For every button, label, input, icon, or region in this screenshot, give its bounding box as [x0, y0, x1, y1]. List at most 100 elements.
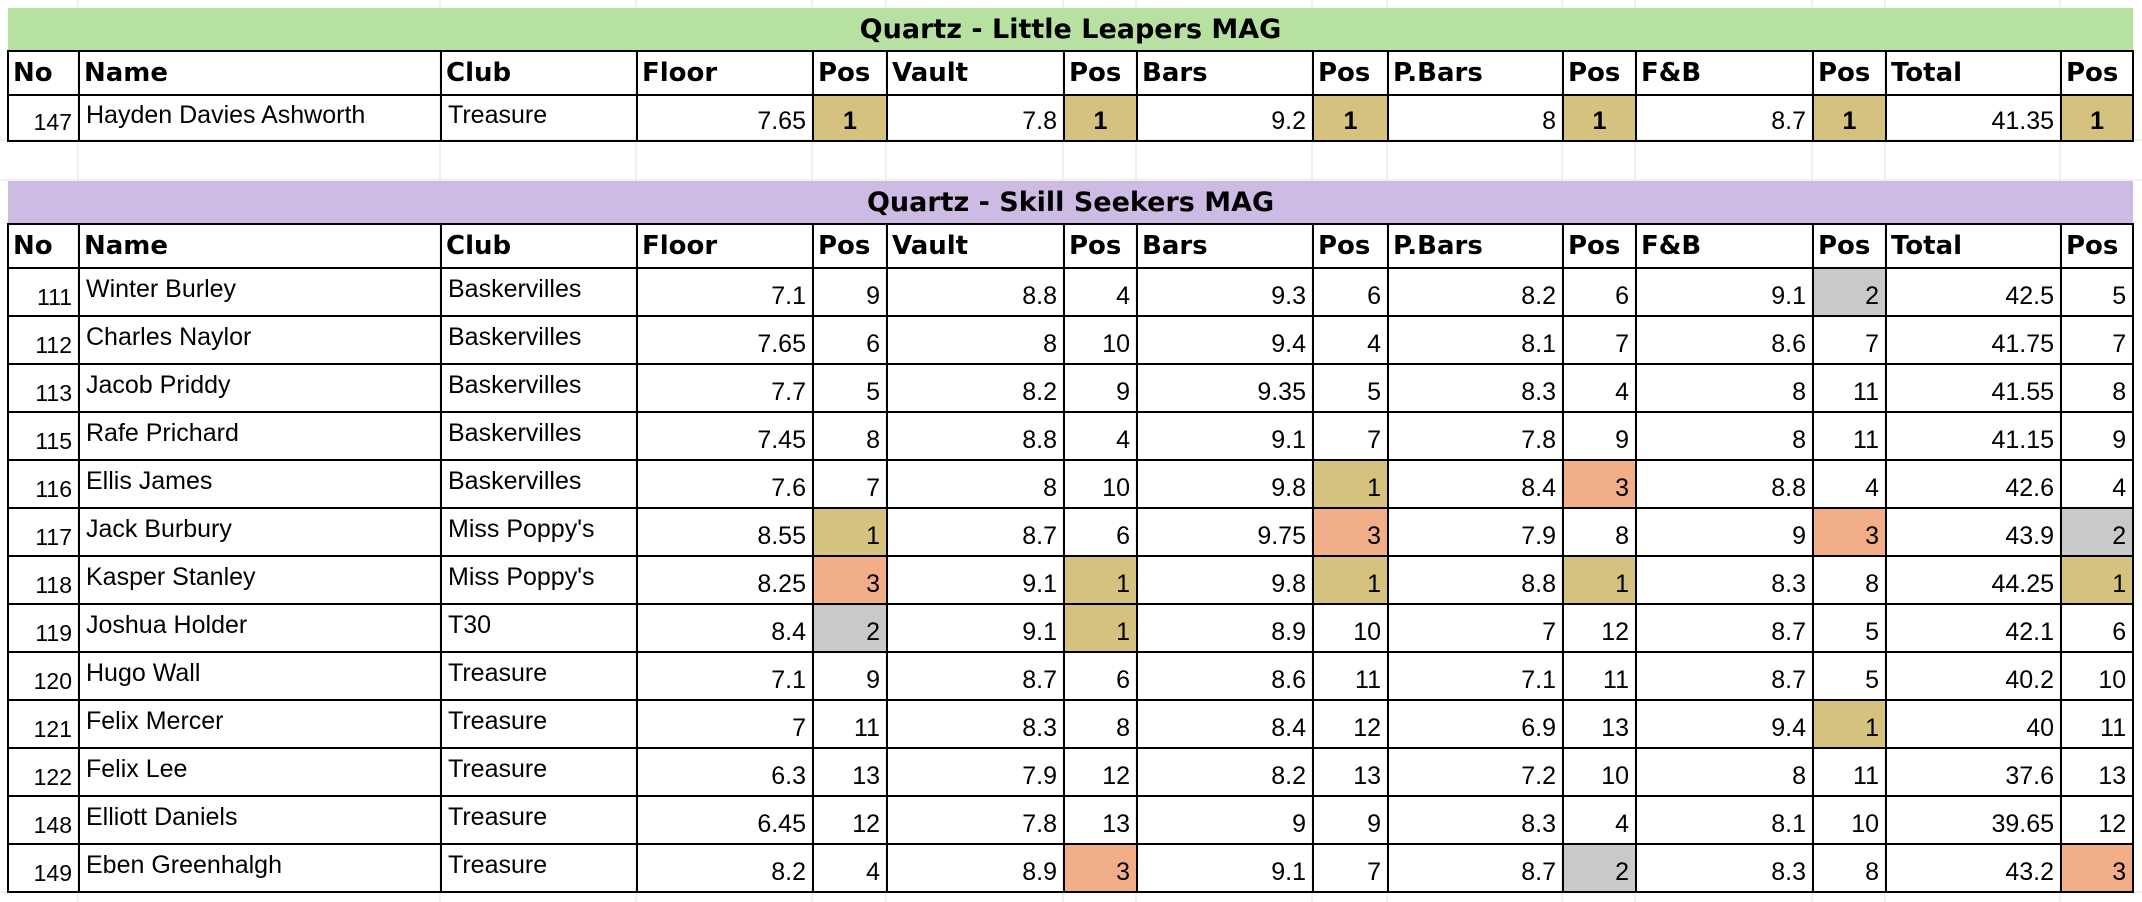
vault-pos-cell: 1	[1063, 555, 1138, 605]
bars-pos-cell: 7	[1312, 411, 1389, 461]
bars-score-cell: 9.1	[1136, 411, 1314, 461]
floor-score-cell: 7	[636, 699, 814, 749]
club-cell: Miss Poppy's	[440, 555, 638, 605]
total-pos-cell: 12	[2059, 795, 2135, 845]
table-row: 116 Ellis James Baskervilles 7.6 7 8 10 9.8 1 8.4…	[7, 459, 2135, 509]
vault-score-cell: 8.9	[886, 843, 1065, 893]
floor-pos-cell: 2	[812, 603, 888, 653]
fb-pos-cell: 10	[1812, 795, 1887, 845]
bars-score-cell: 9.8	[1136, 459, 1314, 509]
little-leapers-section-title: Quartz - Little Leapers MAG	[8, 8, 2134, 52]
skill-seekers-table: Quartz - Skill Seekers MAG No Name Club Floo…	[7, 181, 2135, 893]
club-cell: Treasure	[440, 651, 638, 701]
floor-score-cell: 7.6	[636, 459, 814, 509]
vault-pos-cell: 4	[1063, 267, 1138, 317]
total-score-cell: 43.2	[1885, 843, 2062, 893]
skill-seekers-title-row: Quartz - Skill Seekers MAG	[8, 181, 2134, 225]
column-header-floor-score: Floor	[636, 223, 814, 269]
bars-score-cell: 9.3	[1136, 267, 1314, 317]
table-row: 148 Elliott Daniels Treasure 6.45 12 7.8 13 9 9 8…	[7, 795, 2135, 845]
floor-pos-cell: 1	[812, 507, 888, 557]
fb-pos-cell: 7	[1812, 315, 1887, 365]
gymnast-name-cell: Felix Mercer	[78, 699, 442, 749]
total-score-cell: 39.65	[1885, 795, 2062, 845]
column-header-pbars-score: P.Bars	[1387, 223, 1564, 269]
floor-pos-cell: 9	[812, 651, 888, 701]
gymnast-name-cell: Elliott Daniels	[78, 795, 442, 845]
bars-pos-cell: 5	[1312, 363, 1389, 413]
total-pos-cell: 3	[2059, 843, 2135, 893]
club-cell: Treasure	[440, 94, 638, 142]
floor-score-cell: 6.45	[636, 795, 814, 845]
fb-pos-cell: 1	[1812, 699, 1887, 749]
club-cell: T30	[440, 603, 638, 653]
gymnast-name-cell: Ellis James	[78, 459, 442, 509]
total-pos-cell: 10	[2059, 651, 2135, 701]
floor-pos-cell: 6	[812, 315, 888, 365]
total-pos-cell: 6	[2059, 603, 2135, 653]
floor-score-cell: 8.25	[636, 555, 814, 605]
floor-score-cell: 7.45	[636, 411, 814, 461]
pbars-score-cell: 8	[1387, 94, 1564, 142]
column-header-gymnast-name: Name	[78, 223, 442, 269]
column-header-pbars-pos: Pos	[1562, 223, 1637, 269]
vault-pos-cell: 3	[1063, 843, 1138, 893]
fb-score-cell: 8.3	[1635, 555, 1814, 605]
entry-number-cell: 147	[7, 94, 80, 142]
total-score-cell: 43.9	[1885, 507, 2062, 557]
pbars-pos-cell: 4	[1562, 363, 1637, 413]
pbars-score-cell: 7.8	[1387, 411, 1564, 461]
gymnast-name-cell: Felix Lee	[78, 747, 442, 797]
vault-pos-cell: 6	[1063, 651, 1138, 701]
entry-number-cell: 122	[7, 747, 80, 797]
pbars-pos-cell: 9	[1562, 411, 1637, 461]
bars-score-cell: 8.9	[1136, 603, 1314, 653]
vault-pos-cell: 6	[1063, 507, 1138, 557]
fb-pos-cell: 5	[1812, 603, 1887, 653]
vault-pos-cell: 13	[1063, 795, 1138, 845]
gymnast-name-cell: Joshua Holder	[78, 603, 442, 653]
little-leapers-title-row: Quartz - Little Leapers MAG	[8, 8, 2134, 52]
vault-pos-cell: 8	[1063, 699, 1138, 749]
bars-pos-cell: 10	[1312, 603, 1389, 653]
fb-pos-cell: 3	[1812, 507, 1887, 557]
column-header-club: Club	[440, 223, 638, 269]
pbars-pos-cell: 12	[1562, 603, 1637, 653]
bars-pos-cell: 1	[1312, 94, 1389, 142]
column-header-fb-score: F&B	[1635, 223, 1814, 269]
total-pos-cell: 1	[2059, 555, 2135, 605]
club-cell: Treasure	[440, 699, 638, 749]
column-header-vault-score: Vault	[886, 223, 1065, 269]
fb-pos-cell: 11	[1812, 363, 1887, 413]
floor-score-cell: 7.65	[636, 94, 814, 142]
vault-score-cell: 8.7	[886, 651, 1065, 701]
table-row: 122 Felix Lee Treasure 6.3 13 7.9 12 8.2 13 7.2 10…	[7, 747, 2135, 797]
floor-score-cell: 8.2	[636, 843, 814, 893]
column-header-entry-number: No	[7, 50, 80, 96]
floor-score-cell: 8.4	[636, 603, 814, 653]
column-header-vault-score: Vault	[886, 50, 1065, 96]
floor-score-cell: 6.3	[636, 747, 814, 797]
total-pos-cell: 9	[2059, 411, 2135, 461]
pbars-score-cell: 8.8	[1387, 555, 1564, 605]
pbars-pos-cell: 10	[1562, 747, 1637, 797]
pbars-score-cell: 7.1	[1387, 651, 1564, 701]
gymnast-name-cell: Charles Naylor	[78, 315, 442, 365]
vault-pos-cell: 10	[1063, 459, 1138, 509]
pbars-score-cell: 7.2	[1387, 747, 1564, 797]
floor-pos-cell: 9	[812, 267, 888, 317]
bars-pos-cell: 1	[1312, 459, 1389, 509]
entry-number-cell: 121	[7, 699, 80, 749]
skill-seekers-section-title: Quartz - Skill Seekers MAG	[8, 181, 2134, 225]
total-pos-cell: 8	[2059, 363, 2135, 413]
total-score-cell: 42.6	[1885, 459, 2062, 509]
pbars-score-cell: 8.1	[1387, 315, 1564, 365]
floor-score-cell: 7.65	[636, 315, 814, 365]
vault-pos-cell: 12	[1063, 747, 1138, 797]
club-cell: Baskervilles	[440, 459, 638, 509]
fb-score-cell: 8.7	[1635, 603, 1814, 653]
column-header-bars-pos: Pos	[1312, 223, 1389, 269]
vault-pos-cell: 4	[1063, 411, 1138, 461]
pbars-pos-cell: 7	[1562, 315, 1637, 365]
bars-pos-cell: 7	[1312, 843, 1389, 893]
